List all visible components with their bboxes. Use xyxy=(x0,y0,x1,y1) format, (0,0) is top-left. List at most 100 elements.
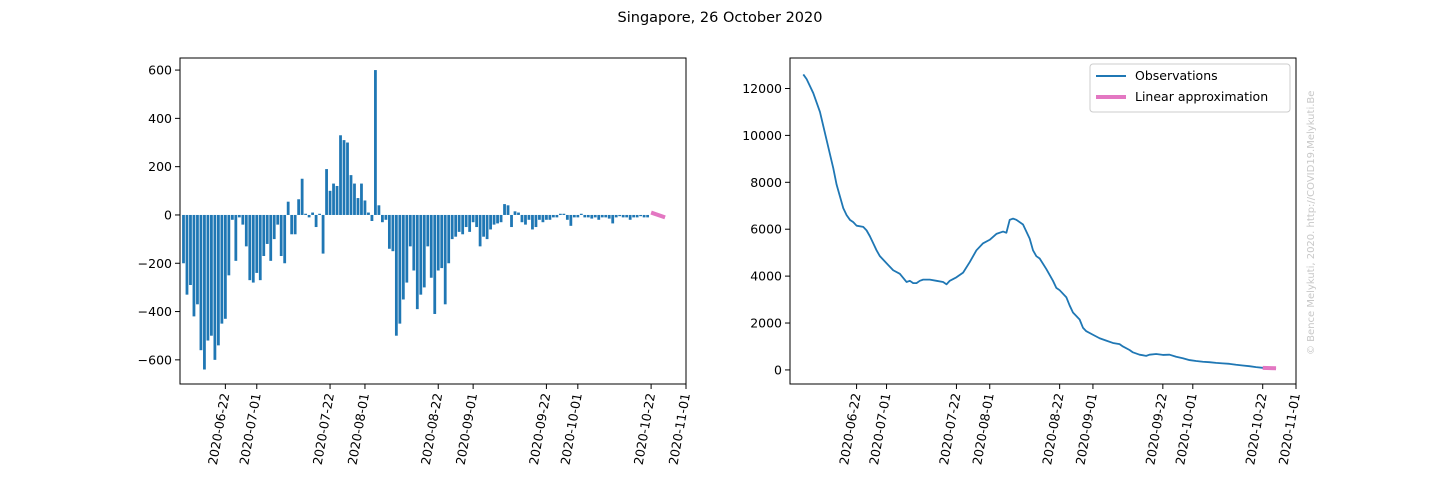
x-axis: 2020-06-22 2020-07-01 2020-07-22 2020-08-01… xyxy=(205,384,693,466)
daily-change-bar xyxy=(314,214,318,228)
daily-change-bar xyxy=(642,214,646,218)
right-xtick-label: 2020-11-01 xyxy=(1276,392,1303,466)
daily-change-bar xyxy=(192,214,196,317)
daily-change-bar xyxy=(632,214,636,218)
right-ytick-label: 2000 xyxy=(750,316,782,331)
daily-change-bar xyxy=(227,214,231,276)
left-ytick-label: −200 xyxy=(138,256,172,271)
daily-change-bar xyxy=(562,213,566,215)
daily-change-bar xyxy=(244,214,248,247)
daily-change-bar xyxy=(307,214,311,218)
daily-change-bar xyxy=(220,214,224,324)
daily-change-bar xyxy=(304,213,308,215)
daily-change-bar xyxy=(510,214,513,228)
y-axis: 0 2000 4000 6000 8000 10000 12000 xyxy=(742,81,790,377)
right-xtick-label: 2020-06-22 xyxy=(836,392,863,466)
daily-change-bar xyxy=(572,214,576,218)
daily-change-bar xyxy=(367,212,370,215)
daily-change-bar xyxy=(384,214,388,220)
daily-change-bar xyxy=(182,214,185,264)
daily-change-bar xyxy=(475,214,479,228)
legend-observations-label: Observations xyxy=(1135,68,1218,83)
daily-change-bar xyxy=(496,214,499,224)
left-ytick-label: −600 xyxy=(138,352,172,367)
left-ytick-label: −400 xyxy=(138,304,172,319)
daily-change-bar xyxy=(471,214,475,223)
daily-change-bar xyxy=(478,214,482,247)
left-ytick-label: 400 xyxy=(148,111,172,126)
daily-change-bar xyxy=(408,214,412,247)
daily-change-bar xyxy=(234,214,238,261)
daily-change-bar xyxy=(426,214,430,247)
right-ytick-label: 0 xyxy=(774,362,782,377)
daily-change-bar xyxy=(415,214,419,310)
daily-change-bar xyxy=(433,214,437,314)
daily-change-bar xyxy=(394,214,398,336)
right-ytick-label: 10000 xyxy=(742,128,782,143)
daily-change-bar xyxy=(346,142,349,215)
right-ytick-label: 8000 xyxy=(750,175,782,190)
daily-change-bar xyxy=(503,204,506,215)
legend: Observations Linear approximation xyxy=(1089,63,1291,113)
daily-change-bar xyxy=(551,214,555,218)
left-ytick-label: 600 xyxy=(148,63,172,78)
daily-change-bar xyxy=(579,213,583,215)
right-ytick-label: 6000 xyxy=(750,222,782,237)
y-axis: −600 −400 −200 0 200 400 600 xyxy=(138,63,180,367)
daily-change-bar xyxy=(325,169,328,215)
right-xtick-label: 2020-08-01 xyxy=(969,392,996,466)
daily-change-bar xyxy=(189,214,192,285)
daily-change-bar xyxy=(443,214,447,305)
daily-change-bar xyxy=(370,214,374,221)
daily-change-bar xyxy=(457,214,461,232)
daily-change-bar xyxy=(286,201,290,215)
daily-change-bar xyxy=(538,214,541,220)
daily-change-bar xyxy=(241,214,245,225)
daily-change-bar xyxy=(485,214,489,240)
daily-change-bar xyxy=(339,135,342,215)
daily-change-bar xyxy=(429,214,433,278)
legend-box xyxy=(1089,63,1291,113)
daily-change-bar xyxy=(401,214,405,300)
left-xtick-label: 2020-10-22 xyxy=(631,392,658,466)
daily-change-bar xyxy=(216,214,220,346)
daily-change-bar xyxy=(618,214,622,217)
daily-change-bar xyxy=(614,214,618,218)
right-xtick-label: 2020-08-22 xyxy=(1039,392,1066,466)
daily-change-bar xyxy=(290,214,294,235)
daily-change-bar xyxy=(335,185,339,215)
daily-change-bar xyxy=(604,214,608,218)
daily-change-bar xyxy=(374,70,377,215)
daily-change-bar xyxy=(506,205,510,215)
daily-change-bar xyxy=(621,214,625,218)
daily-change-bar xyxy=(318,213,321,215)
daily-change-bar xyxy=(517,212,520,215)
daily-change-bar xyxy=(569,214,573,226)
daily-change-bar xyxy=(524,214,527,225)
daily-change-bar xyxy=(321,214,325,254)
daily-change-bar xyxy=(513,211,517,215)
figure-title: Singapore, 26 October 2020 xyxy=(618,10,823,26)
left-xtick-label: 2020-06-22 xyxy=(205,392,232,466)
left-xtick-label: 2020-11-01 xyxy=(666,392,693,466)
watermark: © Bence Melykuti, 2020. http://COVID19.M… xyxy=(1306,91,1317,355)
daily-change-bar xyxy=(590,214,594,219)
daily-change-bar xyxy=(258,214,262,281)
daily-change-bar xyxy=(464,214,468,228)
daily-change-bar xyxy=(611,214,615,224)
daily-change-bar xyxy=(419,214,423,295)
legend-approximation-label: Linear approximation xyxy=(1135,89,1268,104)
daily-change-bar xyxy=(199,214,203,351)
daily-change-bar xyxy=(223,214,227,319)
daily-change-bar xyxy=(248,214,252,281)
x-axis: 2020-06-22 2020-07-01 2020-07-22 2020-08-01… xyxy=(836,384,1303,466)
right-xtick-label: 2020-09-22 xyxy=(1142,392,1169,466)
daily-change-bar xyxy=(328,190,332,215)
daily-change-bar xyxy=(255,214,259,273)
left-xtick-label: 2020-07-22 xyxy=(310,392,337,466)
daily-change-bar xyxy=(237,214,241,218)
left-ytick-label: 200 xyxy=(148,159,172,174)
daily-change-bar xyxy=(576,214,580,218)
